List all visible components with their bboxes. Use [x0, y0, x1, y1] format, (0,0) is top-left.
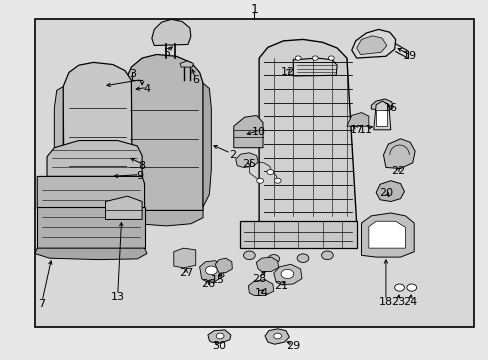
Polygon shape — [239, 221, 356, 248]
Polygon shape — [235, 153, 258, 167]
Circle shape — [295, 56, 301, 60]
Polygon shape — [233, 116, 263, 148]
Circle shape — [321, 251, 332, 260]
Circle shape — [216, 333, 224, 339]
Polygon shape — [35, 248, 147, 260]
Text: 1: 1 — [250, 3, 258, 16]
Text: 9: 9 — [136, 171, 143, 181]
Polygon shape — [125, 54, 203, 211]
Circle shape — [297, 254, 308, 262]
Text: 29: 29 — [285, 341, 300, 351]
Text: 11: 11 — [358, 125, 372, 135]
Text: 10: 10 — [252, 127, 265, 136]
Polygon shape — [180, 61, 193, 67]
Text: 19: 19 — [403, 51, 416, 61]
Text: 30: 30 — [212, 341, 225, 351]
Text: 26: 26 — [201, 279, 215, 289]
Circle shape — [266, 170, 273, 175]
Polygon shape — [264, 329, 289, 344]
Text: 14: 14 — [254, 288, 268, 298]
Text: 13: 13 — [110, 292, 124, 302]
Polygon shape — [125, 211, 203, 226]
Polygon shape — [256, 257, 278, 271]
Polygon shape — [361, 213, 413, 257]
Text: 8: 8 — [138, 161, 145, 171]
Circle shape — [281, 269, 293, 279]
Circle shape — [205, 266, 217, 275]
Polygon shape — [215, 258, 232, 273]
Circle shape — [256, 178, 263, 183]
Circle shape — [328, 56, 333, 60]
Polygon shape — [173, 248, 195, 268]
Polygon shape — [37, 176, 144, 209]
Text: 4: 4 — [143, 84, 150, 94]
Polygon shape — [273, 264, 302, 285]
Polygon shape — [383, 139, 414, 168]
Text: 25: 25 — [242, 159, 256, 169]
Bar — [35, 19, 473, 327]
Polygon shape — [47, 140, 142, 176]
Polygon shape — [356, 36, 386, 54]
Text: 5: 5 — [163, 48, 170, 58]
Polygon shape — [203, 83, 211, 207]
Circle shape — [243, 251, 255, 260]
Polygon shape — [248, 280, 273, 296]
Text: 3: 3 — [128, 69, 136, 79]
Polygon shape — [54, 87, 63, 205]
Text: 28: 28 — [251, 274, 265, 284]
Polygon shape — [64, 209, 132, 223]
Text: 20: 20 — [378, 188, 392, 198]
Polygon shape — [207, 330, 230, 343]
Text: 23: 23 — [390, 297, 405, 307]
Polygon shape — [373, 101, 390, 130]
Circle shape — [406, 284, 416, 291]
Text: 15: 15 — [210, 275, 224, 285]
Text: 21: 21 — [273, 281, 287, 291]
Text: 6: 6 — [192, 75, 199, 85]
Polygon shape — [199, 261, 224, 281]
Circle shape — [273, 333, 281, 339]
Polygon shape — [37, 207, 144, 248]
Text: 22: 22 — [390, 166, 405, 176]
Bar — [375, 110, 386, 126]
Polygon shape — [368, 221, 405, 248]
Text: 2: 2 — [228, 150, 235, 160]
Polygon shape — [105, 196, 142, 220]
Circle shape — [394, 284, 404, 291]
Polygon shape — [63, 62, 132, 209]
Polygon shape — [259, 40, 356, 223]
Text: 7: 7 — [39, 299, 45, 309]
Circle shape — [267, 255, 279, 263]
Circle shape — [274, 178, 281, 183]
Circle shape — [312, 56, 318, 60]
Text: 27: 27 — [179, 268, 193, 278]
Text: 24: 24 — [402, 297, 417, 307]
Polygon shape — [375, 181, 404, 202]
Polygon shape — [152, 19, 190, 45]
Polygon shape — [370, 99, 392, 111]
Text: 17: 17 — [349, 125, 363, 135]
Text: 16: 16 — [383, 103, 397, 113]
Text: 18: 18 — [378, 297, 392, 307]
Polygon shape — [346, 113, 368, 126]
Text: 12: 12 — [281, 67, 295, 77]
